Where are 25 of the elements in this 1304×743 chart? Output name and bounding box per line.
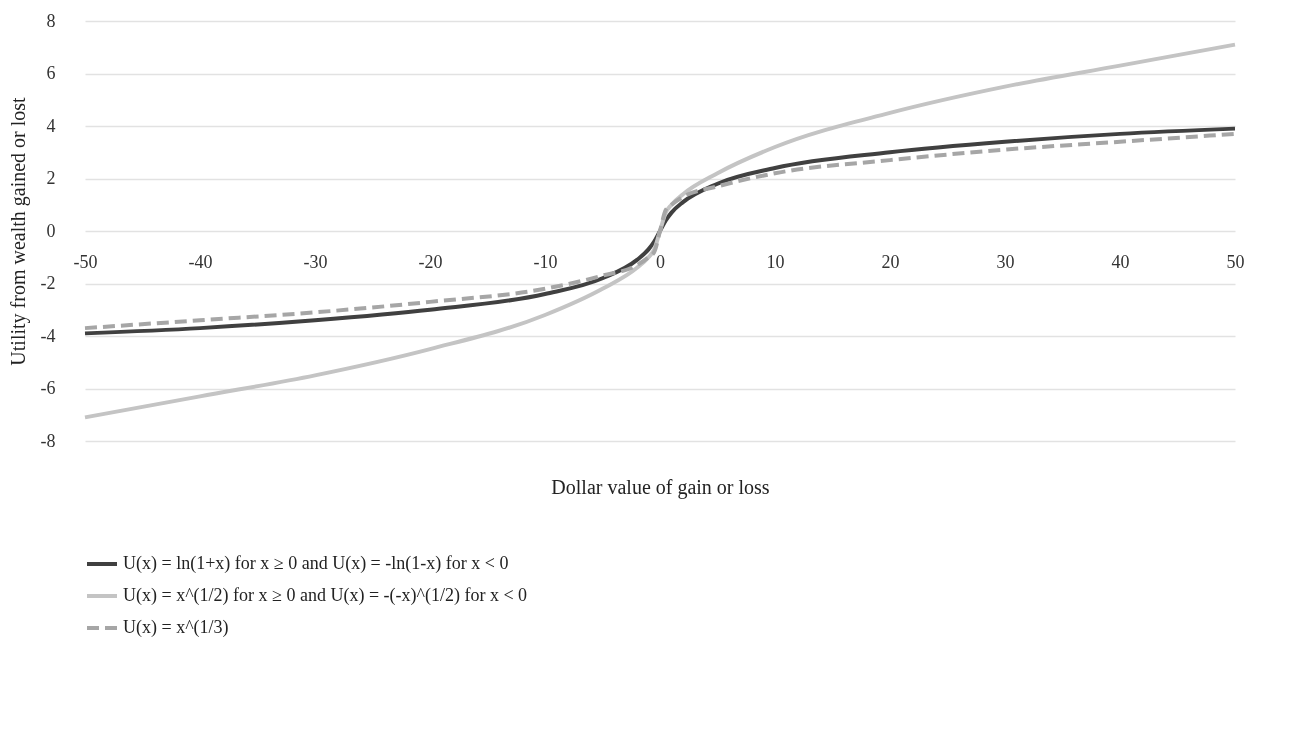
y-tick-label: -6	[40, 378, 56, 398]
y-tick-label: -4	[40, 325, 56, 346]
y-tick-label: -2	[40, 273, 56, 293]
x-tick-label: 20	[881, 251, 900, 272]
legend-label: U(x) = ln(1+x) for x ≥ 0 and U(x) = -ln(1-x) for x < 0	[123, 553, 509, 574]
legend-label: U(x) = x^(1/2) for x ≥ 0 and U(x) = -(-x)^(1/2) for x < 0	[123, 585, 528, 606]
y-axis-title: Utility from wealth gained or lost	[6, 96, 30, 366]
x-tick-label: 30	[996, 251, 1015, 272]
x-tick-label: 10	[766, 251, 785, 272]
x-tick-label: -20	[418, 251, 443, 272]
x-tick-label: -10	[533, 251, 558, 272]
x-tick-label: -40	[188, 251, 213, 272]
y-tick-label: 6	[46, 63, 56, 83]
legend-label: U(x) = x^(1/3)	[123, 617, 229, 638]
y-tick-label: 8	[46, 10, 56, 31]
x-tick-label: 50	[1226, 251, 1245, 272]
y-tick-label: 0	[46, 220, 56, 241]
x-tick-label: 0	[656, 251, 665, 272]
x-tick-label: -30	[303, 251, 328, 272]
y-tick-label: 4	[46, 115, 56, 136]
x-tick-label: 40	[1111, 251, 1130, 272]
y-tick-label: -8	[40, 430, 56, 451]
x-tick-label: -50	[73, 251, 98, 272]
x-axis-title: Dollar value of gain or loss	[551, 475, 770, 499]
y-tick-label: 2	[46, 168, 56, 188]
